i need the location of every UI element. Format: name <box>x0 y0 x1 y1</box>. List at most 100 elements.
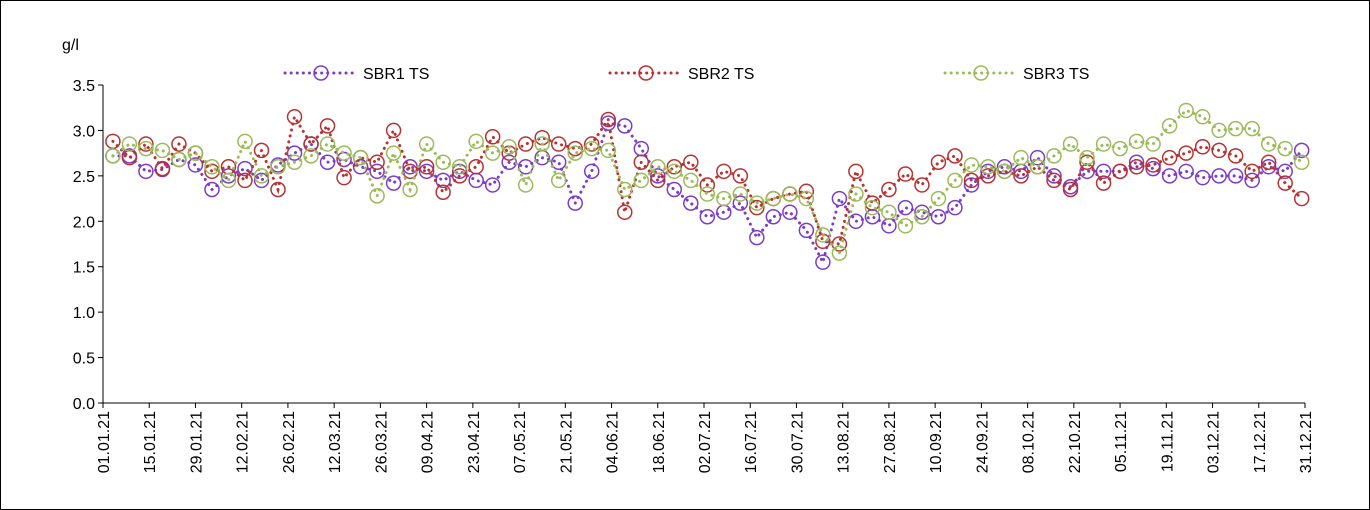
data-point <box>418 136 435 152</box>
data-point <box>1062 136 1079 152</box>
y-tick-label: 3.0 <box>73 123 95 140</box>
data-point <box>171 136 187 152</box>
data-point <box>749 199 765 216</box>
data-point <box>914 177 930 193</box>
data-point <box>1128 154 1145 170</box>
data-point <box>501 154 517 170</box>
data-point <box>286 154 303 170</box>
data-point <box>616 204 633 220</box>
legend-label: SBR2 TS <box>688 66 754 83</box>
data-point <box>666 159 683 175</box>
data-point <box>1227 168 1244 184</box>
data-point <box>237 133 253 150</box>
data-point <box>699 177 716 193</box>
data-point <box>666 181 683 198</box>
data-point <box>550 154 567 170</box>
x-tick-label: 09.04.21 <box>420 411 437 473</box>
data-point <box>1095 175 1112 191</box>
data-point <box>550 172 567 189</box>
legend-marker <box>638 65 654 81</box>
data-point <box>1244 163 1260 180</box>
data-point <box>815 227 831 243</box>
data-point <box>683 172 699 189</box>
data-point <box>1013 149 1029 166</box>
data-point <box>914 204 930 220</box>
legend-marker <box>973 65 989 81</box>
data-point <box>237 160 253 177</box>
data-point <box>1211 142 1227 159</box>
data-point <box>600 142 616 159</box>
x-tick-label: 22.10.21 <box>1067 411 1084 473</box>
x-tick-label: 15.01.21 <box>142 411 159 473</box>
data-point <box>699 208 716 225</box>
data-point <box>253 168 270 184</box>
data-point <box>980 163 996 180</box>
x-tick-label: 07.05.21 <box>512 411 529 473</box>
x-tick-label: 31.12.21 <box>1298 411 1315 473</box>
data-point <box>484 129 501 145</box>
data-point <box>220 172 237 189</box>
data-point <box>963 172 980 189</box>
data-point <box>600 111 616 128</box>
data-point <box>253 142 270 159</box>
data-point <box>616 181 633 198</box>
data-point <box>517 177 534 193</box>
data-point <box>517 136 534 152</box>
data-point <box>534 136 550 152</box>
data-point <box>914 208 930 225</box>
data-point <box>138 140 154 157</box>
x-tick-label: 01.01.21 <box>96 411 113 473</box>
x-tick-label: 30.07.21 <box>789 411 806 473</box>
data-point <box>1178 145 1194 161</box>
data-point <box>336 151 352 168</box>
data-point <box>1277 140 1293 157</box>
data-point <box>1112 140 1128 157</box>
data-point <box>1194 139 1211 155</box>
x-tick-label: 18.06.21 <box>651 411 668 473</box>
data-point <box>881 204 897 220</box>
data-point <box>567 145 583 161</box>
data-point <box>1227 120 1244 137</box>
data-point <box>881 181 897 198</box>
data-point <box>550 136 567 152</box>
data-point <box>633 154 650 170</box>
data-point <box>303 136 319 152</box>
data-point <box>385 145 402 161</box>
x-tick-label: 13.08.21 <box>836 411 853 473</box>
data-point <box>187 157 204 173</box>
data-point <box>1095 136 1112 152</box>
legend-label: SBR1 TS <box>363 66 429 83</box>
data-point <box>369 188 385 204</box>
data-point <box>947 199 963 216</box>
y-tick-label: 3.5 <box>73 78 95 95</box>
y-axis-label: g/l <box>62 37 79 54</box>
data-point <box>1211 122 1227 139</box>
data-point <box>1293 154 1310 170</box>
data-point <box>650 168 666 184</box>
data-point <box>930 190 947 207</box>
data-point <box>749 229 765 246</box>
data-point <box>369 154 385 170</box>
x-tick-label: 10.09.21 <box>928 411 945 473</box>
data-point <box>385 175 402 191</box>
series-line <box>111 121 1304 267</box>
data-point <box>947 148 963 164</box>
data-point <box>583 163 600 180</box>
data-point <box>1046 148 1062 164</box>
data-point <box>567 195 583 211</box>
data-point <box>435 154 451 170</box>
data-point <box>683 195 699 211</box>
data-point <box>1029 159 1046 175</box>
data-point <box>897 166 914 182</box>
data-point <box>930 154 947 170</box>
data-point <box>484 177 501 193</box>
data-point <box>501 139 517 155</box>
data-point <box>765 190 782 207</box>
data-point <box>1095 163 1112 180</box>
data-point <box>204 181 220 198</box>
data-point <box>1079 154 1095 170</box>
data-point <box>451 159 468 175</box>
data-point <box>1260 136 1277 152</box>
x-tick-label: 08.10.21 <box>1021 411 1038 473</box>
data-point <box>1178 102 1194 119</box>
